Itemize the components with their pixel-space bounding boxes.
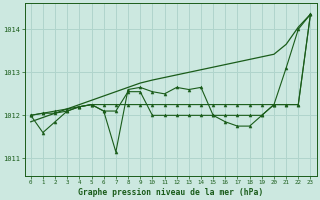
X-axis label: Graphe pression niveau de la mer (hPa): Graphe pression niveau de la mer (hPa) [78, 188, 263, 197]
